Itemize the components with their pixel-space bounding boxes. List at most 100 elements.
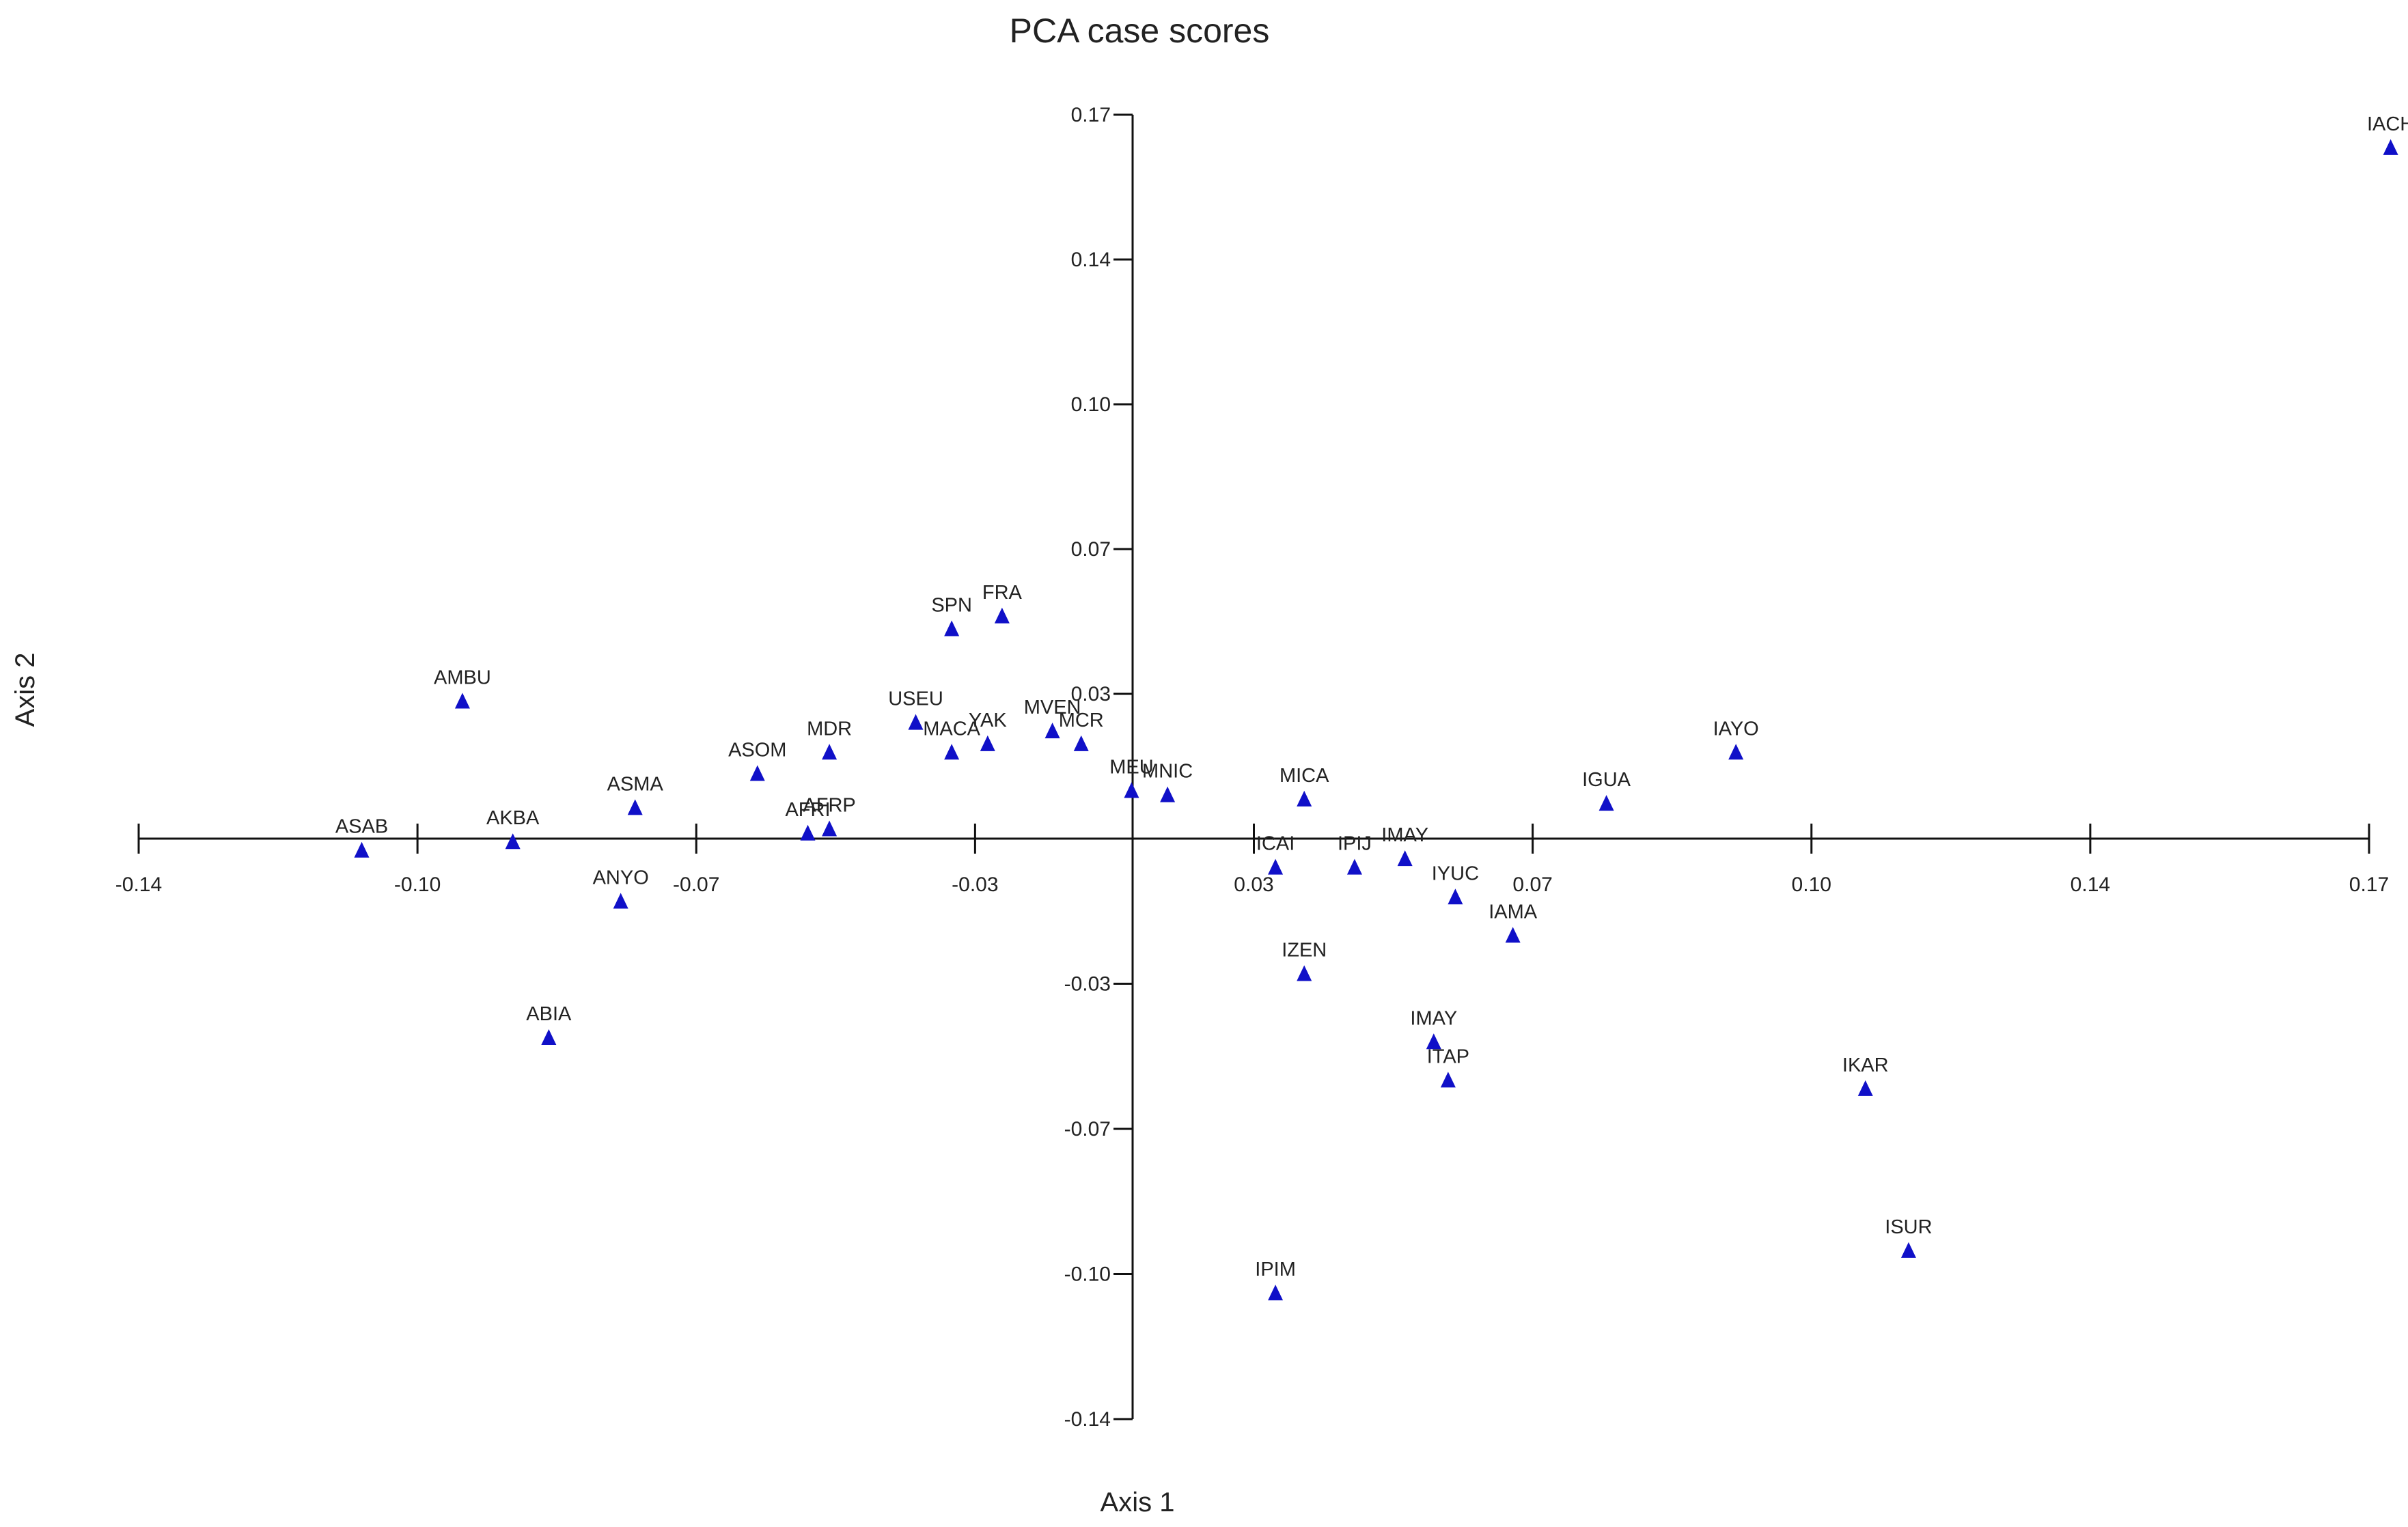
triangle-marker xyxy=(1440,1071,1456,1088)
point-label: ABIA xyxy=(526,1003,572,1025)
triangle-marker xyxy=(1297,790,1312,807)
triangle-marker xyxy=(354,841,370,858)
point-label: ASOM xyxy=(728,739,786,761)
y-tick-label: 0.07 xyxy=(1071,538,1111,561)
x-tick-label: 0.14 xyxy=(2071,873,2110,896)
point-label: IACH xyxy=(2367,113,2408,135)
point-label: IPIM xyxy=(1255,1259,1296,1280)
point-label: ASMA xyxy=(607,773,664,795)
triangle-marker xyxy=(822,820,838,837)
data-point: MCR xyxy=(1059,710,1104,751)
triangle-marker xyxy=(1346,858,1362,875)
triangle-marker xyxy=(1268,1285,1284,1301)
point-label: AFRP xyxy=(803,795,855,817)
triangle-marker xyxy=(1857,1080,1873,1096)
point-label: MDR xyxy=(807,718,852,740)
triangle-marker xyxy=(1505,927,1521,943)
data-point: IPIJ xyxy=(1338,833,1372,875)
x-tick-label: 0.03 xyxy=(1234,873,1273,896)
x-tick-label: -0.03 xyxy=(952,873,998,896)
point-label: ICAI xyxy=(1256,833,1295,855)
x-tick-label: 0.10 xyxy=(1792,873,1831,896)
point-label: SPN xyxy=(931,594,972,616)
triangle-marker xyxy=(505,833,521,850)
point-label: ASAB xyxy=(335,816,388,838)
triangle-marker xyxy=(2383,139,2398,155)
x-axis-title: Axis 1 xyxy=(1101,1487,1175,1517)
point-label: IMAY xyxy=(1410,1007,1457,1029)
point-label: MEU xyxy=(1109,756,1153,778)
x-tick-label: -0.14 xyxy=(115,873,162,896)
data-point: ASAB xyxy=(335,816,388,858)
triangle-marker xyxy=(994,607,1010,624)
triangle-marker xyxy=(1268,858,1284,875)
data-point: IKAR xyxy=(1842,1054,1889,1096)
point-label: MCR xyxy=(1059,710,1104,731)
x-axis-ticks: -0.14 -0.10 -0.07 -0.03 0.03 0.07 0.10 0.14 0.17 xyxy=(115,824,2389,896)
point-label: IYUC xyxy=(1432,863,1479,884)
point-label: ISUR xyxy=(1885,1216,1932,1238)
point-label: MNIC xyxy=(1142,761,1193,783)
data-point: IACH xyxy=(2367,113,2408,155)
point-label: MICA xyxy=(1279,765,1329,787)
data-point: ASMA xyxy=(607,773,664,815)
triangle-marker xyxy=(944,744,960,760)
point-label: AKBA xyxy=(486,807,540,829)
chart-title: PCA case scores xyxy=(1010,12,1270,50)
triangle-marker xyxy=(1397,850,1413,867)
data-point: MNIC xyxy=(1142,761,1193,802)
x-tick-label: 0.17 xyxy=(2349,873,2389,896)
point-label: ANYO xyxy=(593,867,649,889)
point-label: IPIJ xyxy=(1338,833,1372,855)
point-label: YAK xyxy=(969,710,1008,731)
triangle-marker xyxy=(1599,795,1614,811)
triangle-marker xyxy=(749,765,765,781)
data-point: USEU xyxy=(888,688,943,730)
triangle-marker xyxy=(1160,786,1176,802)
triangle-marker xyxy=(908,714,924,730)
data-point: MEU xyxy=(1109,756,1154,798)
triangle-marker xyxy=(1900,1242,1916,1258)
y-tick-label: 0.17 xyxy=(1071,104,1111,126)
data-point: ANYO xyxy=(593,867,649,909)
y-tick-label: -0.07 xyxy=(1064,1118,1111,1140)
triangle-marker xyxy=(980,735,995,751)
triangle-marker xyxy=(822,744,838,760)
point-label: ITAP xyxy=(1427,1046,1469,1067)
y-tick-label: 0.14 xyxy=(1071,249,1111,271)
data-point: IAYO xyxy=(1713,718,1759,760)
data-point: MVEN xyxy=(1024,697,1081,739)
data-point: ISUR xyxy=(1885,1216,1933,1258)
point-label: IZEN xyxy=(1282,940,1327,962)
data-point: YAK xyxy=(969,710,1008,751)
data-point: MDR xyxy=(807,718,852,760)
data-point: AFRI xyxy=(785,799,831,841)
y-tick-label: -0.03 xyxy=(1064,973,1111,996)
data-point: ICAI xyxy=(1256,833,1295,875)
point-label: IAYO xyxy=(1713,718,1759,740)
triangle-marker xyxy=(944,620,960,636)
data-point: IMAY xyxy=(1410,1007,1457,1050)
data-point: ABIA xyxy=(526,1003,572,1046)
triangle-marker xyxy=(454,692,470,709)
point-label: MVEN xyxy=(1024,697,1081,718)
point-label: IMAY xyxy=(1381,824,1428,846)
y-tick-label: 0.10 xyxy=(1071,393,1111,416)
triangle-marker xyxy=(800,824,816,841)
data-point: FRA xyxy=(982,582,1023,624)
point-label: IKAR xyxy=(1842,1054,1889,1076)
triangle-marker xyxy=(541,1029,557,1046)
data-point: SPN xyxy=(931,594,972,636)
triangle-marker xyxy=(1297,965,1312,981)
point-label: IAMA xyxy=(1489,901,1538,923)
x-tick-label: -0.07 xyxy=(673,873,719,896)
point-label: IGUA xyxy=(1582,769,1631,791)
data-point: ITAP xyxy=(1427,1046,1469,1088)
x-tick-label: 0.07 xyxy=(1512,873,1552,896)
triangle-marker xyxy=(1044,723,1060,739)
y-axis-title: Axis 2 xyxy=(10,653,40,727)
y-tick-label: -0.14 xyxy=(1064,1408,1111,1431)
data-point: IZEN xyxy=(1282,940,1327,981)
triangle-marker xyxy=(1448,888,1463,905)
